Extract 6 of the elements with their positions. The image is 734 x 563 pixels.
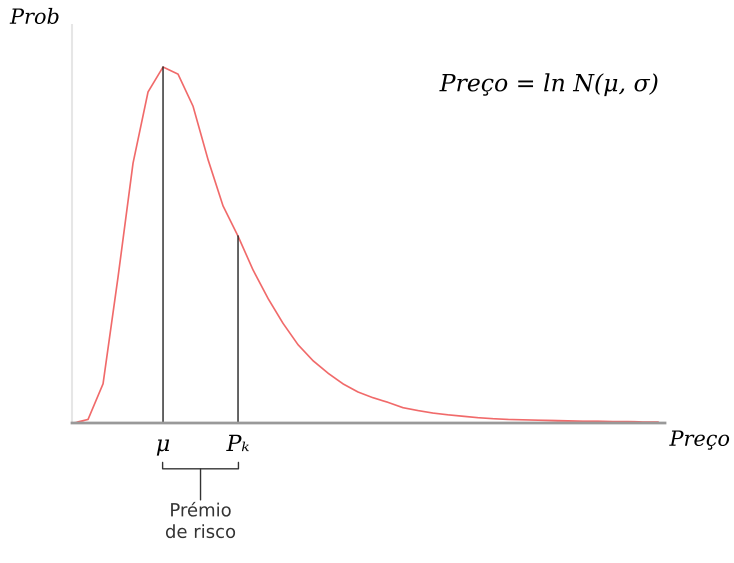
text: Prémio de risco xyxy=(166,502,236,538)
x-tick-label: Pₖ xyxy=(226,434,249,452)
y-axis-title: Prob xyxy=(10,8,59,24)
x-axis-title: Preço xyxy=(669,430,730,450)
annotation: Preço = ln N(μ, σ) xyxy=(439,73,658,96)
x-tick-label: μ xyxy=(156,439,170,456)
